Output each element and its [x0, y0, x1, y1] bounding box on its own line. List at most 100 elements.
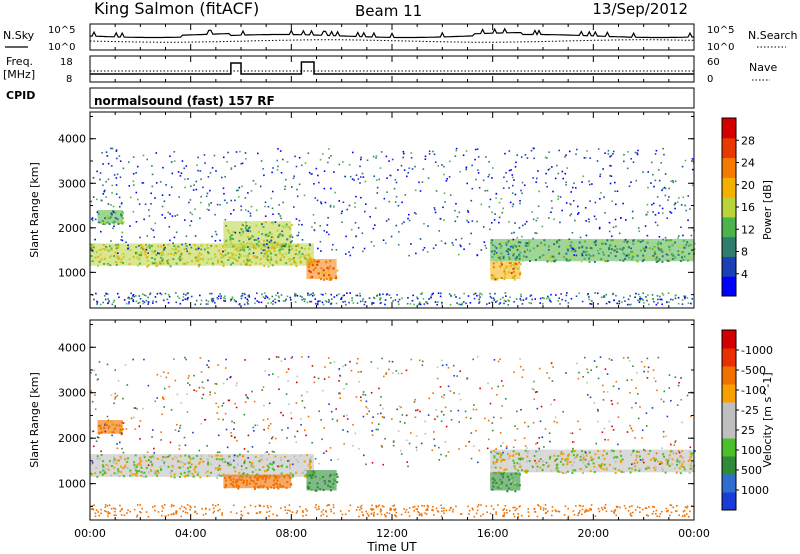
- power-scatter: [511, 205, 514, 208]
- velocity-scatter: [320, 511, 323, 513]
- velocity-scatter: [198, 386, 201, 389]
- power-scatter: [132, 172, 135, 175]
- velocity-scatter: [533, 508, 536, 510]
- velocity-cell: [99, 427, 102, 430]
- power-scatter: [101, 199, 103, 202]
- power-scatter: [318, 181, 320, 184]
- power-cell: [267, 249, 270, 252]
- velocity-cell: [245, 483, 248, 486]
- velocity-scatter: [266, 511, 268, 514]
- cpid-panel-frame: [89, 87, 695, 109]
- power-scatter: [662, 187, 664, 190]
- power-cell: [104, 222, 107, 225]
- velocity-cell: [254, 474, 257, 477]
- velocity-scatter: [320, 419, 322, 421]
- power-scatter: [511, 174, 514, 176]
- velocity-scatter: [119, 441, 121, 444]
- power-cell: [532, 247, 535, 250]
- velocity-scatter: [323, 427, 326, 429]
- velocity-scatter: [612, 385, 615, 388]
- power-scatter: [190, 185, 192, 187]
- velocity-scatter: [383, 375, 385, 378]
- power-scatter: [624, 300, 626, 302]
- velocity-scatter: [100, 454, 103, 456]
- velocity-scatter: [323, 452, 325, 454]
- power-scatter: [491, 167, 494, 169]
- velocity-scatter: [285, 371, 288, 374]
- velocity-scatter: [161, 413, 163, 416]
- power-cell: [310, 257, 313, 260]
- power-cell: [684, 246, 687, 249]
- power-scatter: [362, 176, 365, 178]
- velocity-scatter: [651, 407, 654, 409]
- velocity-cell: [289, 467, 292, 470]
- power-cell: [242, 248, 245, 251]
- power-cell: [523, 250, 526, 253]
- velocity-scatter: [662, 435, 665, 438]
- velocity-cell: [632, 450, 635, 453]
- power-scatter: [230, 212, 232, 215]
- velocity-scatter: [276, 514, 278, 517]
- power-cell: [525, 242, 528, 245]
- power-scatter: [375, 179, 378, 181]
- power-scatter: [614, 181, 616, 184]
- velocity-scatter: [468, 440, 470, 443]
- velocity-cell: [101, 473, 104, 476]
- power-scatter: [354, 202, 356, 204]
- velocity-cell: [536, 465, 539, 468]
- power-scatter: [401, 297, 403, 300]
- power-scatter: [312, 214, 315, 216]
- power-scatter: [110, 204, 113, 206]
- velocity-cell: [136, 475, 139, 478]
- power-scatter: [296, 195, 299, 198]
- power-scatter: [182, 296, 185, 298]
- velocity-scatter: [362, 391, 365, 393]
- power-cell: [286, 238, 289, 241]
- power-scatter: [200, 195, 202, 198]
- power-scatter: [646, 203, 649, 206]
- power-scatter: [223, 297, 225, 299]
- power-scatter: [548, 167, 551, 170]
- velocity-cell: [256, 486, 259, 489]
- power-scatter: [359, 158, 362, 161]
- velocity-scatter: [418, 359, 421, 362]
- power-scatter: [629, 295, 631, 297]
- power-scatter: [422, 298, 425, 300]
- velocity-cell: [666, 463, 669, 466]
- power-scatter: [626, 167, 629, 170]
- power-scatter: [408, 167, 411, 170]
- power-scatter: [519, 298, 522, 300]
- power-cell: [518, 273, 521, 276]
- velocity-cell: [531, 466, 534, 469]
- velocity-cell: [506, 452, 509, 455]
- power-cell: [275, 259, 278, 262]
- velocity-scatter: [138, 462, 141, 465]
- velocity-scatter: [119, 504, 121, 507]
- power-scatter: [498, 303, 501, 305]
- power-scatter: [138, 301, 141, 304]
- power-scatter: [655, 303, 658, 306]
- power-scatter: [657, 212, 660, 214]
- velocity-cell: [634, 459, 637, 462]
- power-scatter: [282, 300, 285, 302]
- power-scatter: [138, 295, 141, 297]
- power-cell: [249, 264, 252, 267]
- power-scatter: [242, 241, 245, 243]
- power-scatter: [116, 292, 119, 295]
- velocity-scatter: [114, 392, 117, 395]
- power-scatter: [206, 208, 209, 211]
- power-cell: [612, 245, 615, 248]
- power-cell: [246, 254, 249, 257]
- velocity-scatter: [499, 432, 502, 434]
- power-scatter: [492, 297, 495, 300]
- power-scatter: [175, 292, 177, 294]
- colorbar-segment: [722, 276, 736, 297]
- velocity-scatter: [356, 362, 358, 365]
- power-cell: [572, 245, 575, 248]
- velocity-cell: [324, 482, 327, 485]
- velocity-cell: [499, 455, 502, 458]
- power-cell: [291, 245, 294, 248]
- velocity-scatter: [632, 449, 635, 452]
- velocity-scatter: [456, 375, 458, 377]
- power-scatter: [494, 292, 496, 295]
